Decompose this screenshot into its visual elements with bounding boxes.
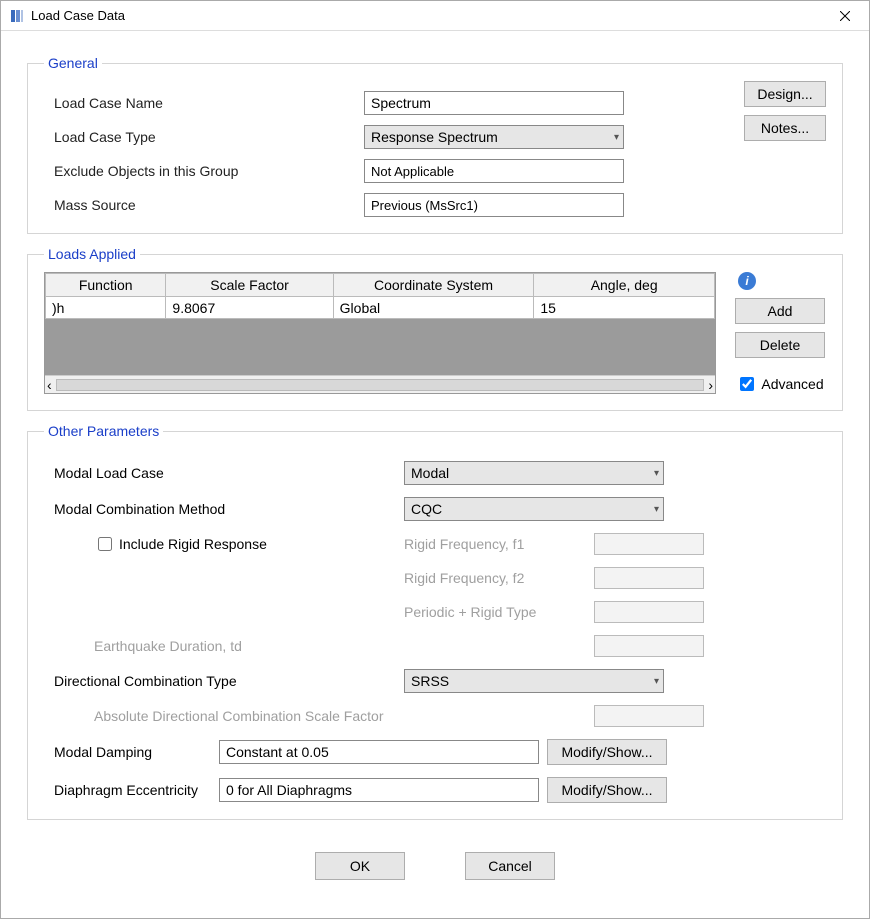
loads-table-container: Function Scale Factor Coordinate System …: [44, 272, 716, 394]
ok-button[interactable]: OK: [315, 852, 405, 880]
app-icon: [9, 8, 25, 24]
include-rigid-wrap[interactable]: Include Rigid Response: [44, 534, 404, 554]
rigid-f1-input: [594, 533, 704, 555]
periodic-rigid-input: [594, 601, 704, 623]
cell-function[interactable]: )h: [46, 297, 166, 319]
include-rigid-checkbox[interactable]: [98, 537, 112, 551]
cell-angle[interactable]: 15: [534, 297, 715, 319]
notes-button[interactable]: Notes...: [744, 115, 826, 141]
exclude-group-label: Exclude Objects in this Group: [44, 163, 364, 179]
dir-combo-type-select[interactable]: SRSS ▾: [404, 669, 664, 693]
design-button[interactable]: Design...: [744, 81, 826, 107]
modal-load-case-select[interactable]: Modal ▾: [404, 461, 664, 485]
exclude-group-value: Not Applicable: [364, 159, 624, 183]
periodic-rigid-label: Periodic + Rigid Type: [404, 604, 594, 620]
other-parameters-group: Other Parameters Modal Load Case Modal ▾…: [27, 423, 843, 820]
chevron-down-icon: ▾: [614, 132, 619, 143]
load-case-type-value: Response Spectrum: [371, 129, 498, 145]
col-function[interactable]: Function: [46, 274, 166, 297]
dir-combo-type-label: Directional Combination Type: [44, 673, 404, 689]
modal-combo-method-label: Modal Combination Method: [44, 501, 404, 517]
modal-combo-method-select[interactable]: CQC ▾: [404, 497, 664, 521]
loads-applied-legend: Loads Applied: [44, 246, 140, 262]
chevron-down-icon: ▾: [654, 676, 659, 687]
modal-damping-modify-button[interactable]: Modify/Show...: [547, 739, 667, 765]
other-parameters-legend: Other Parameters: [44, 423, 163, 439]
load-case-name-input[interactable]: [364, 91, 624, 115]
load-case-type-label: Load Case Type: [44, 129, 364, 145]
cancel-button[interactable]: Cancel: [465, 852, 555, 880]
advanced-checkbox-wrap[interactable]: Advanced: [736, 374, 823, 394]
include-rigid-label: Include Rigid Response: [119, 536, 267, 552]
rigid-f1-label: Rigid Frequency, f1: [404, 536, 594, 552]
scroll-left-icon[interactable]: ‹: [47, 377, 52, 393]
scroll-right-icon[interactable]: ›: [708, 377, 713, 393]
table-row[interactable]: )h 9.8067 Global 15: [46, 297, 715, 319]
col-coord-system[interactable]: Coordinate System: [333, 274, 534, 297]
loads-table[interactable]: Function Scale Factor Coordinate System …: [45, 273, 715, 319]
chevron-down-icon: ▾: [654, 468, 659, 479]
abs-dir-scale-label: Absolute Directional Combination Scale F…: [44, 708, 594, 724]
table-scrollbar[interactable]: ‹ ›: [45, 375, 715, 393]
modal-load-case-value: Modal: [411, 465, 449, 481]
close-button[interactable]: [822, 2, 867, 30]
load-case-type-select[interactable]: Response Spectrum ▾: [364, 125, 624, 149]
advanced-checkbox[interactable]: [740, 377, 754, 391]
general-legend: General: [44, 55, 102, 71]
info-icon[interactable]: i: [738, 272, 756, 290]
modal-combo-method-value: CQC: [411, 501, 442, 517]
close-icon: [840, 11, 850, 21]
modal-damping-label: Modal Damping: [44, 744, 219, 760]
add-button[interactable]: Add: [735, 298, 825, 324]
eq-duration-label: Earthquake Duration, td: [44, 638, 404, 654]
loads-applied-group: Loads Applied Function Scale Factor Coor…: [27, 246, 843, 411]
cell-coord-system[interactable]: Global: [333, 297, 534, 319]
modal-load-case-label: Modal Load Case: [44, 465, 404, 481]
scroll-track[interactable]: [56, 379, 705, 391]
window-title: Load Case Data: [31, 8, 822, 23]
col-scale-factor[interactable]: Scale Factor: [166, 274, 333, 297]
mass-source-value: Previous (MsSrc1): [364, 193, 624, 217]
rigid-f2-input: [594, 567, 704, 589]
eq-duration-input: [594, 635, 704, 657]
rigid-f2-label: Rigid Frequency, f2: [404, 570, 594, 586]
diaphragm-ecc-modify-button[interactable]: Modify/Show...: [547, 777, 667, 803]
table-header-row: Function Scale Factor Coordinate System …: [46, 274, 715, 297]
delete-button[interactable]: Delete: [735, 332, 825, 358]
general-group: General Load Case Name Load Case Type Re…: [27, 55, 843, 234]
advanced-label: Advanced: [761, 376, 823, 392]
modal-damping-value: Constant at 0.05: [219, 740, 539, 764]
titlebar: Load Case Data: [1, 1, 869, 31]
load-case-name-label: Load Case Name: [44, 95, 364, 111]
chevron-down-icon: ▾: [654, 504, 659, 515]
diaphragm-ecc-value: 0 for All Diaphragms: [219, 778, 539, 802]
cell-scale-factor[interactable]: 9.8067: [166, 297, 333, 319]
diaphragm-ecc-label: Diaphragm Eccentricity: [44, 782, 219, 798]
dialog-window: Load Case Data General Load Case Name Lo…: [0, 0, 870, 919]
dir-combo-type-value: SRSS: [411, 673, 449, 689]
mass-source-label: Mass Source: [44, 197, 364, 213]
col-angle[interactable]: Angle, deg: [534, 274, 715, 297]
abs-dir-scale-input: [594, 705, 704, 727]
